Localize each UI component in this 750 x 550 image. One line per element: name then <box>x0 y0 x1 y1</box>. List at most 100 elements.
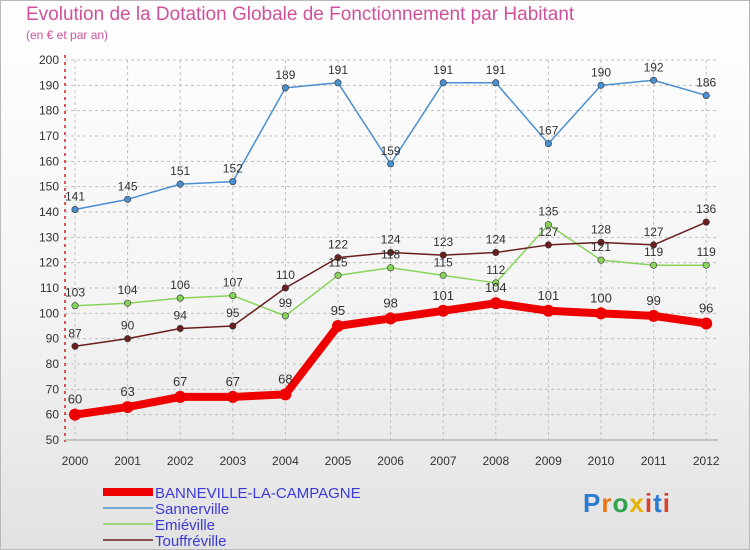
chart-title: Evolution de la Dotation Globale de Fonc… <box>26 4 575 25</box>
data-label: 191 <box>433 63 453 77</box>
data-point <box>124 335 132 343</box>
legend-label: BANNEVILLE-LA-CAMPAGNE <box>155 485 361 502</box>
y-axis: 50 60 70 80 90 100 110 120 130 140 150 160 170 180 190… <box>39 53 66 447</box>
data-label: 189 <box>275 68 295 82</box>
data-point <box>650 261 658 269</box>
x-tick-label: 2005 <box>325 454 352 468</box>
data-label: 121 <box>591 240 611 254</box>
x-axis: 2000 2001 2002 2003 2004 2005 2006 2007 2008 2009… <box>62 439 720 468</box>
data-point <box>492 79 500 87</box>
data-label: 127 <box>644 225 664 239</box>
y-tick-label: 60 <box>46 408 60 422</box>
proxiti-logo: Proxiti <box>583 488 671 518</box>
data-label: 95 <box>331 303 345 318</box>
data-point <box>124 299 132 307</box>
data-label: 68 <box>278 371 292 386</box>
data-label: 100 <box>590 290 612 305</box>
data-label: 67 <box>226 374 240 389</box>
data-point <box>387 264 395 272</box>
data-label: 191 <box>486 63 506 77</box>
data-point <box>542 304 555 317</box>
data-label: 118 <box>381 248 400 262</box>
series-group <box>69 76 713 421</box>
data-point <box>281 84 289 92</box>
data-label: 124 <box>486 233 506 247</box>
x-tick-label: 2002 <box>167 454 194 468</box>
y-tick-label: 100 <box>39 306 59 320</box>
y-tick-label: 80 <box>46 357 60 371</box>
x-tick-label: 2004 <box>272 454 299 468</box>
data-point <box>544 241 552 249</box>
y-tick-label: 190 <box>39 78 59 92</box>
data-label: 159 <box>381 144 401 158</box>
data-label: 128 <box>591 222 611 236</box>
data-point <box>176 180 184 188</box>
data-label: 99 <box>646 293 660 308</box>
data-point <box>176 294 184 302</box>
data-label: 119 <box>697 245 716 259</box>
data-point <box>544 140 552 148</box>
data-point <box>229 322 237 330</box>
data-point <box>544 221 552 229</box>
data-point <box>492 279 500 287</box>
data-label: 98 <box>383 295 397 310</box>
data-label: 141 <box>65 189 85 203</box>
data-label: 115 <box>328 255 347 269</box>
data-point <box>387 249 395 257</box>
data-point <box>226 390 239 403</box>
data-point <box>229 292 237 300</box>
data-point <box>439 251 447 259</box>
data-labels: 141 145 151 152 189 191 159 191 191 167 190 192 186 1… <box>65 60 717 406</box>
data-label: 67 <box>173 374 187 389</box>
data-label: 124 <box>381 233 401 247</box>
data-label: 115 <box>434 255 453 269</box>
x-tick-label: 2009 <box>535 454 562 468</box>
data-label: 103 <box>65 286 85 300</box>
y-tick-label: 150 <box>39 180 59 194</box>
data-point <box>597 81 605 89</box>
data-label: 186 <box>696 75 716 89</box>
data-point <box>334 79 342 87</box>
data-label: 122 <box>328 238 348 252</box>
data-label: 106 <box>170 278 190 292</box>
data-label: 136 <box>696 202 716 216</box>
y-tick-label: 140 <box>39 205 59 219</box>
data-label: 99 <box>279 296 293 310</box>
data-label: 110 <box>276 268 295 282</box>
data-label: 112 <box>486 263 505 277</box>
data-point <box>387 160 395 168</box>
data-point <box>229 178 237 186</box>
y-tick-label: 50 <box>46 433 60 447</box>
data-label: 152 <box>223 162 243 176</box>
data-label: 104 <box>118 283 138 297</box>
grid <box>65 59 718 441</box>
x-tick-label: 2010 <box>588 454 615 468</box>
x-tick-label: 2000 <box>62 454 89 468</box>
y-tick-label: 170 <box>39 129 59 143</box>
data-label: 127 <box>538 225 558 239</box>
data-point <box>174 390 187 403</box>
y-tick-label: 180 <box>39 104 59 118</box>
data-point <box>437 304 450 317</box>
data-label: 101 <box>432 288 454 303</box>
x-tick-label: 2008 <box>482 454 509 468</box>
data-label: 107 <box>223 276 243 290</box>
data-point <box>650 76 658 84</box>
data-point <box>597 238 605 246</box>
y-tick-label: 160 <box>39 154 59 168</box>
data-point <box>439 79 447 87</box>
data-point <box>597 256 605 264</box>
data-label: 95 <box>226 306 240 320</box>
data-label: 119 <box>644 245 663 259</box>
data-point <box>279 388 292 401</box>
data-label: 145 <box>118 179 138 193</box>
data-label: 60 <box>68 392 82 407</box>
data-point <box>332 320 344 332</box>
data-point <box>492 249 500 257</box>
data-point <box>702 261 710 269</box>
data-label: 192 <box>644 60 664 74</box>
data-label: 101 <box>538 288 560 303</box>
data-point <box>121 401 134 414</box>
y-tick-label: 120 <box>39 256 59 270</box>
